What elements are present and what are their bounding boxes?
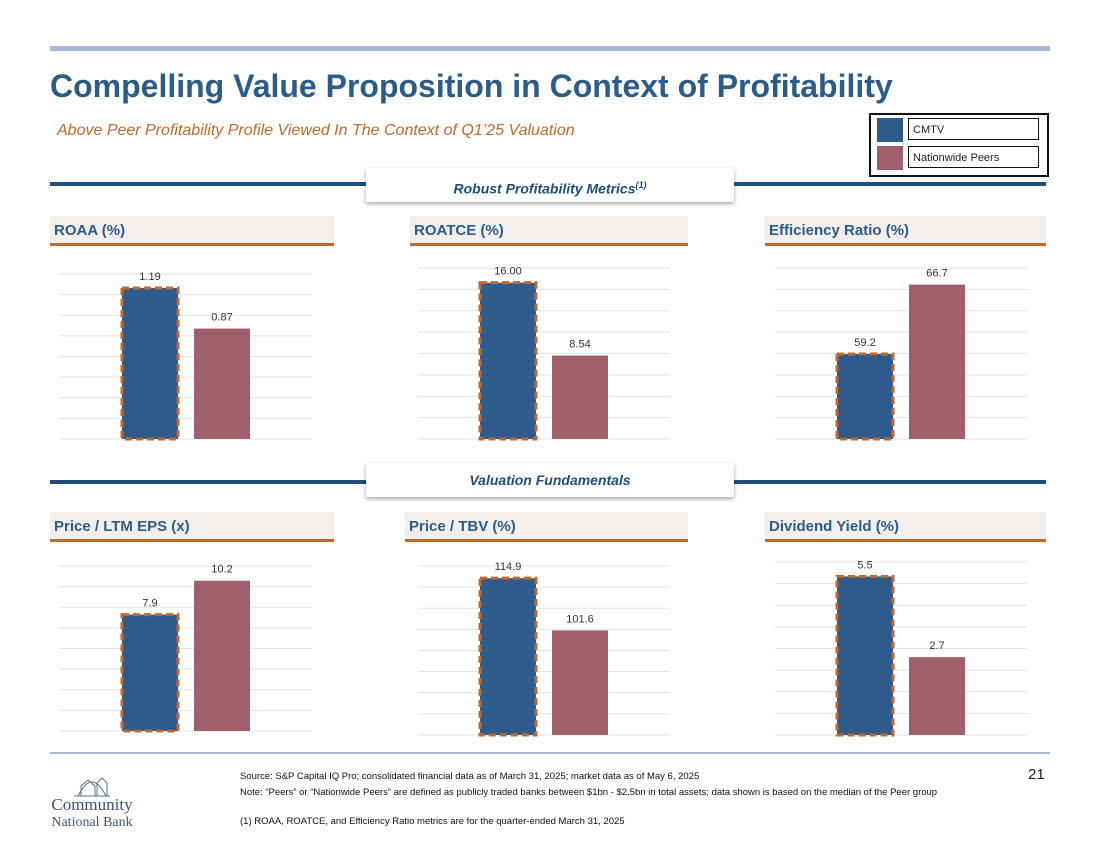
band-title-profitability: Robust Profitability Metrics(1) xyxy=(366,168,734,202)
page-title: Compelling Value Proposition in Context … xyxy=(50,68,893,104)
data-label-cmtv: 59.2 xyxy=(854,337,875,349)
data-label-peers: 2.7 xyxy=(929,640,944,652)
panel-title-dividend: Dividend Yield (%) xyxy=(765,512,1046,542)
chart-roatce: 16.00 8.54 xyxy=(418,266,670,441)
bar-peers xyxy=(194,328,250,439)
bar-cmtv xyxy=(478,281,538,441)
data-label-cmtv: 114.9 xyxy=(495,561,522,573)
panel-title-roatce: ROATCE (%) xyxy=(410,216,688,246)
page-subtitle: Above Peer Profitability Profile Viewed … xyxy=(57,122,575,139)
chart-roaa: 1.19 0.87 xyxy=(60,271,312,441)
legend-swatch-cmtv xyxy=(877,118,903,142)
bar-cmtv xyxy=(478,576,538,737)
chart-legend: CMTV Nationwide Peers xyxy=(869,113,1049,177)
legend-item-peers: Nationwide Peers xyxy=(875,146,1043,170)
footnote-peers: Note: “Peers” or “Nationwide Peers” are … xyxy=(240,787,938,798)
data-label-cmtv: 5.5 xyxy=(857,559,872,571)
legend-label-cmtv: CMTV xyxy=(908,118,1039,140)
chart-efficiency: 59.2 66.7 xyxy=(775,267,1027,441)
bar-peers xyxy=(552,355,608,439)
legend-item-cmtv: CMTV xyxy=(875,118,1043,142)
bottom-rule xyxy=(50,752,1050,754)
top-rule xyxy=(50,46,1050,51)
chart-dividend: 5.5 2.7 xyxy=(775,559,1027,737)
band-title-valuation-text: Valuation Fundamentals xyxy=(469,472,631,488)
band-title-profitability-text: Robust Profitability Metrics xyxy=(453,180,636,197)
bar-cmtv xyxy=(120,286,180,441)
bar-peers xyxy=(909,284,965,439)
bar-cmtv xyxy=(835,352,895,441)
footnote-source: Source: S&P Capital IQ Pro; consolidated… xyxy=(240,771,700,782)
bar-cmtv xyxy=(120,613,180,733)
bar-peers xyxy=(194,580,250,731)
panel-title-pe: Price / LTM EPS (x) xyxy=(50,512,334,542)
bar-peers xyxy=(552,630,608,735)
data-label-peers: 101.6 xyxy=(566,613,594,625)
data-label-peers: 10.2 xyxy=(211,564,232,576)
panel-title-roaa: ROAA (%) xyxy=(50,216,334,246)
band-title-valuation: Valuation Fundamentals xyxy=(366,463,734,497)
logo-wordmark-line1: Community xyxy=(51,795,133,814)
bar-cmtv xyxy=(835,574,895,737)
chart-pe: 7.9 10.2 xyxy=(60,564,312,733)
data-label-cmtv: 7.9 xyxy=(142,598,157,610)
community-national-bank-logo: Community National Bank xyxy=(51,777,133,830)
data-label-peers: 0.87 xyxy=(211,312,232,324)
panel-title-efficiency: Efficiency Ratio (%) xyxy=(765,216,1046,246)
logo-wordmark-line2: National Bank xyxy=(51,815,132,830)
data-label-cmtv: 1.19 xyxy=(139,271,160,283)
data-label-peers: 66.7 xyxy=(926,268,947,280)
footnote-quarter: (1) ROAA, ROATCE, and Efficiency Ratio m… xyxy=(240,816,625,827)
legend-swatch-peers xyxy=(877,146,903,170)
bar-peers xyxy=(909,657,965,735)
panel-title-ptbv: Price / TBV (%) xyxy=(405,512,688,542)
band-title-footnote-marker: (1) xyxy=(635,180,647,190)
data-label-cmtv: 16.00 xyxy=(494,266,522,278)
chart-ptbv: 114.9 101.6 xyxy=(418,561,670,737)
legend-label-peers: Nationwide Peers xyxy=(908,146,1039,168)
data-label-peers: 8.54 xyxy=(569,339,590,351)
page-number: 21 xyxy=(1028,766,1045,783)
